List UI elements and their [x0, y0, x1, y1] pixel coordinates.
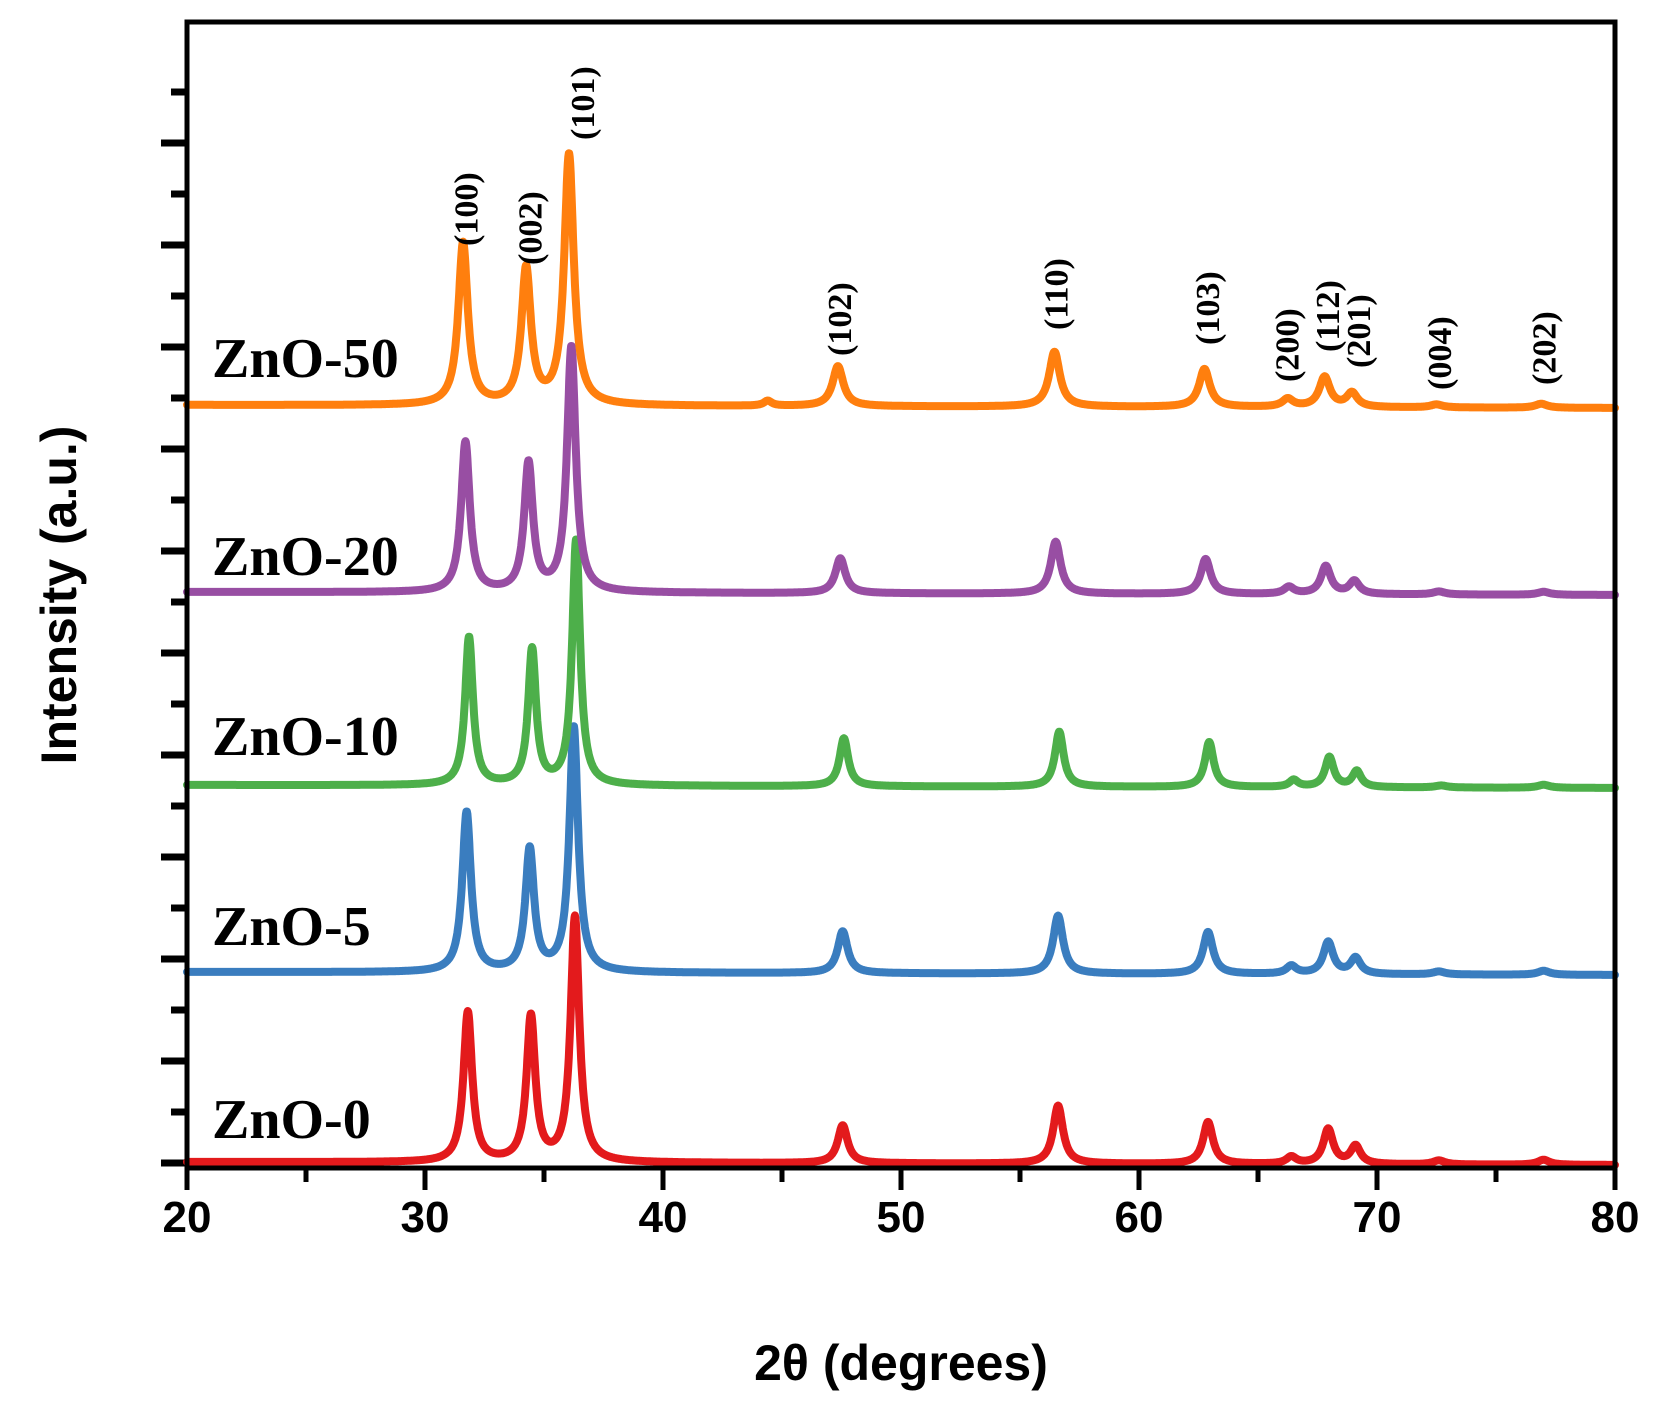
peak-label: (101) [565, 66, 602, 140]
peak-label: (100) [449, 172, 486, 246]
peak-label: (110) [1039, 258, 1076, 330]
peak-label: (200) [1270, 308, 1307, 382]
series-line-zno-50 [183, 149, 1619, 412]
peak-label: (202) [1527, 311, 1564, 385]
peak-label: (103) [1190, 271, 1227, 345]
series-label-zno-50: ZnO-50 [212, 328, 399, 390]
series-layer [183, 149, 1619, 1169]
peak-label: (201) [1341, 294, 1378, 368]
x-tick-label: 20 [163, 1193, 212, 1242]
x-tick-label: 40 [639, 1193, 688, 1242]
peak-label: (002) [513, 191, 550, 265]
x-axis-ticks: 20 30 40 50 60 70 80 [163, 1168, 1640, 1242]
x-axis-title: 2θ (degrees) [754, 1335, 1048, 1391]
peak-label: (102) [822, 282, 859, 356]
series-line-zno-20 [183, 342, 1619, 599]
y-axis-ticks [161, 88, 187, 1167]
series-label-zno-20: ZnO-20 [212, 526, 399, 588]
x-tick-label: 80 [1591, 1193, 1640, 1242]
peak-labels: (100) (002) (101) (102) (110) (103) (200) (112)… [449, 66, 1564, 390]
series-label-zno-10: ZnO-10 [212, 706, 399, 768]
y-axis-title: Intensity (a.u.) [31, 426, 87, 765]
series-line-zno-5 [183, 722, 1619, 979]
series-label-zno-5: ZnO-5 [212, 896, 371, 958]
series-line-zno-0 [183, 911, 1619, 1169]
peak-label: (112) [1310, 280, 1347, 352]
x-tick-label: 50 [877, 1193, 926, 1242]
x-tick-label: 30 [401, 1193, 450, 1242]
plot-frame [184, 19, 1618, 1171]
series-labels: ZnO-0 ZnO-5 ZnO-10 ZnO-20 ZnO-50 [212, 328, 399, 1151]
x-tick-label: 70 [1353, 1193, 1402, 1242]
series-line-zno-10 [183, 535, 1619, 792]
peak-label: (004) [1422, 316, 1459, 390]
x-tick-label: 60 [1115, 1193, 1164, 1242]
series-label-zno-0: ZnO-0 [212, 1089, 371, 1151]
